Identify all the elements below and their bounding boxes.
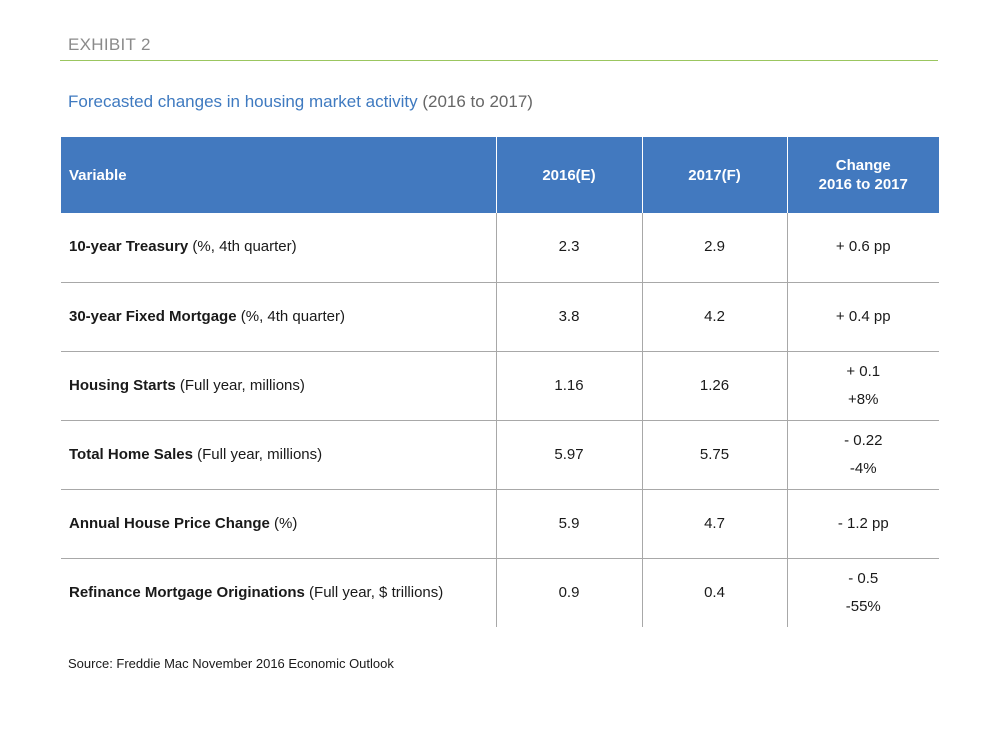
row-variable-cell: Total Home Sales (Full year, millions) xyxy=(61,420,496,490)
table-header-row: Variable 2016(E) 2017(F) Change 2016 to … xyxy=(61,137,939,213)
table-row: Refinance Mortgage Originations (Full ye… xyxy=(61,558,939,627)
title-main: Forecasted changes in housing market act… xyxy=(68,92,418,111)
row-change-value: + 0.4 pp xyxy=(835,307,891,325)
row-change-cell: + 0.6 pp xyxy=(786,213,939,283)
row-variable-detail: (Full year, $ trillions) xyxy=(304,583,444,601)
title-subtitle: (2016 to 2017) xyxy=(422,92,533,111)
row-variable-detail: (Full year, millions) xyxy=(192,445,323,463)
row-change-value: + 0.6 pp xyxy=(835,238,891,256)
row-value-2017: 0.4 xyxy=(641,558,787,627)
row-value-2016: 3.8 xyxy=(495,282,642,352)
row-change-cell: + 0.4 pp xyxy=(786,282,939,352)
row-variable-cell: Annual House Price Change (%) xyxy=(61,489,496,559)
row-change-value: +8% xyxy=(848,390,879,408)
table-body: 10-year Treasury (%, 4th quarter) 2.3 2.9 +… xyxy=(61,213,939,627)
header-2017: 2017(F) xyxy=(641,137,787,213)
header-change-line1: Change xyxy=(835,157,891,174)
row-change-cell: - 0.22 -4% xyxy=(786,420,939,490)
row-value-2017: 5.75 xyxy=(641,420,787,490)
row-variable-cell: 10-year Treasury (%, 4th quarter) xyxy=(61,213,496,283)
table-title: Forecasted changes in housing market act… xyxy=(68,92,533,112)
row-value-2017: 1.26 xyxy=(641,351,787,421)
row-variable-detail: (Full year, millions) xyxy=(175,376,305,394)
table-row: Housing Starts (Full year, millions) 1.16… xyxy=(61,351,939,421)
row-variable-detail: (%, 4th quarter) xyxy=(236,307,345,325)
row-change-value: -55% xyxy=(845,597,881,615)
row-value-2016: 0.9 xyxy=(495,558,642,627)
row-variable-name: 10-year Treasury xyxy=(69,238,189,256)
row-change-value: - 1.2 pp xyxy=(837,514,889,532)
row-value-2017: 4.2 xyxy=(641,282,787,352)
table-row: 30-year Fixed Mortgage (%, 4th quarter) 3… xyxy=(61,282,939,352)
row-value-2016: 5.97 xyxy=(495,420,642,490)
row-value-2016: 2.3 xyxy=(495,213,642,283)
row-variable-name: Refinance Mortgage Originations xyxy=(69,583,305,601)
row-variable-detail: (%) xyxy=(269,514,298,532)
row-change-value: -4% xyxy=(849,459,877,477)
row-value-2016: 5.9 xyxy=(495,489,642,559)
exhibit-label: EXHIBIT 2 xyxy=(68,35,151,54)
row-variable-name: 30-year Fixed Mortgage xyxy=(69,307,237,325)
row-change-value: - 0.5 xyxy=(848,569,879,587)
row-value-2017: 4.7 xyxy=(641,489,787,559)
header-change-line2: 2016 to 2017 xyxy=(818,176,908,193)
row-change-cell: + 0.1 +8% xyxy=(786,351,939,421)
row-change-value: - 0.22 xyxy=(844,431,883,449)
row-variable-detail: (%, 4th quarter) xyxy=(188,238,297,256)
source-note: Source: Freddie Mac November 2016 Econom… xyxy=(68,656,394,671)
row-variable-name: Annual House Price Change xyxy=(69,514,270,532)
row-variable-cell: Refinance Mortgage Originations (Full ye… xyxy=(61,558,496,627)
forecast-table: Variable 2016(E) 2017(F) Change 2016 to … xyxy=(61,137,939,627)
row-change-cell: - 1.2 pp xyxy=(786,489,939,559)
header-divider xyxy=(60,60,938,61)
row-variable-cell: 30-year Fixed Mortgage (%, 4th quarter) xyxy=(61,282,496,352)
row-variable-name: Total Home Sales xyxy=(69,445,193,463)
header-2016: 2016(E) xyxy=(495,137,642,213)
table-row: 10-year Treasury (%, 4th quarter) 2.3 2.9 +… xyxy=(61,213,939,283)
row-value-2017: 2.9 xyxy=(641,213,787,283)
row-value-2016: 1.16 xyxy=(495,351,642,421)
table-row: Total Home Sales (Full year, millions) 5.… xyxy=(61,420,939,490)
row-variable-name: Housing Starts xyxy=(69,376,176,394)
row-change-cell: - 0.5 -55% xyxy=(786,558,939,627)
header-change: Change 2016 to 2017 xyxy=(786,137,939,213)
header-variable: Variable xyxy=(61,137,496,213)
table-row: Annual House Price Change (%) 5.9 4.7- 1.2… xyxy=(61,489,939,559)
row-variable-cell: Housing Starts (Full year, millions) xyxy=(61,351,496,421)
row-change-value: + 0.1 xyxy=(846,362,881,380)
